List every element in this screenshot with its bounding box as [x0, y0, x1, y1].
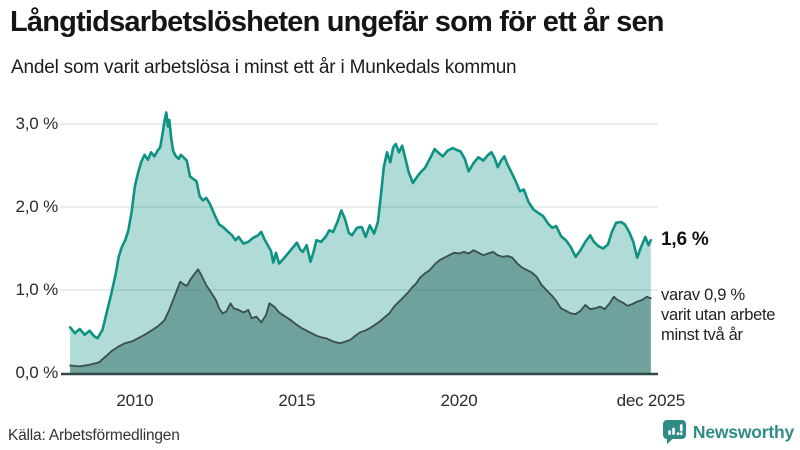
source-note: Källa: Arbetsförmedlingen [8, 427, 180, 444]
chart-subtitle: Andel som varit arbetslösa i minst ett å… [11, 57, 517, 78]
series-area-2plus-years [70, 250, 651, 373]
newsworthy-logo[interactable]: Newsworthy [662, 419, 794, 445]
y-tick-label: 2,0 % [15, 197, 59, 217]
series-line-1plus-years [68, 111, 653, 340]
series-end-value-label: 1,6 % [661, 229, 709, 251]
series-line-2plus-years [69, 249, 652, 368]
series-end-note: varav 0,9 % varit utan arbete minst två … [661, 286, 776, 345]
x-tick-label: 2015 [278, 391, 316, 410]
y-tick-label: 1,0 % [15, 280, 59, 300]
x-tick-label: 2010 [116, 391, 154, 410]
y-tick-label: 0,0 % [15, 363, 59, 382]
y-tick-label: 3,0 % [15, 114, 59, 134]
x-tick-label: 2020 [440, 391, 478, 410]
newsworthy-wordmark: Newsworthy [692, 421, 794, 442]
page-title: Långtidsarbetslösheten ungefär som för e… [10, 6, 665, 38]
x-tick-label: dec 2025 [616, 391, 686, 410]
newsworthy-icon [662, 420, 686, 445]
